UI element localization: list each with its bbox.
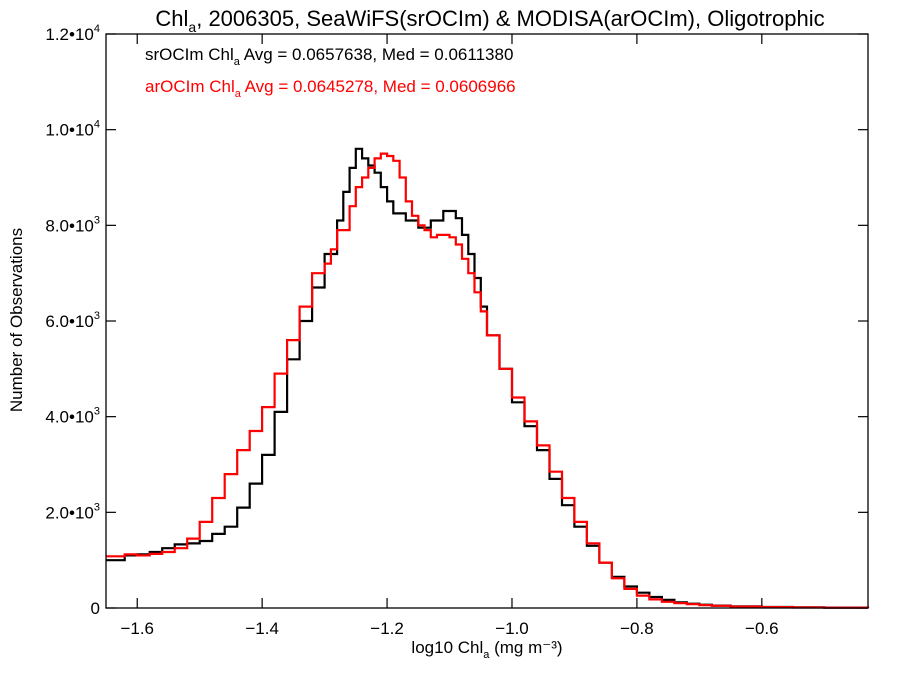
y-tick-label-2: 4.0•103	[45, 406, 100, 427]
series-group	[106, 147, 870, 609]
legend: srOCIm Chla Avg = 0.0657638, Med = 0.061…	[145, 45, 516, 100]
y-tick-label-4: 8.0•103	[45, 214, 100, 235]
chart-title-pre: Chl	[155, 6, 188, 31]
x-tick-label-4: −0.8	[620, 619, 654, 638]
y-tick-label-6: 1.2•104	[45, 23, 100, 44]
legend-red-sub: a	[235, 88, 242, 100]
legend-entry-red: arOCIm Chla Avg = 0.0645278, Med = 0.060…	[145, 77, 516, 100]
y-tick-label-5: 1.0•104	[45, 119, 100, 140]
x-axis-label-post: (mg m⁻³)	[489, 638, 562, 657]
x-tick-label-0: −1.6	[120, 619, 154, 638]
x-tick-label-1: −1.4	[245, 619, 279, 638]
legend-entry-black: srOCIm Chla Avg = 0.0657638, Med = 0.061…	[145, 45, 513, 68]
x-tick-label-2: −1.2	[370, 619, 404, 638]
chart-title-post: , 2006305, SeaWiFS(srOCIm) & MODISA(arOC…	[196, 6, 824, 31]
chart-title: Chla, 2006305, SeaWiFS(srOCIm) & MODISA(…	[155, 6, 824, 35]
x-tick-label-3: −1.0	[495, 619, 529, 638]
legend-red-post: Avg = 0.0645278, Med = 0.0606966	[241, 77, 516, 96]
legend-black-sub: a	[234, 56, 241, 68]
x-axis-label-pre: log10 Chl	[411, 638, 483, 657]
series-line-0	[106, 147, 870, 609]
axis-ticks: −1.6 −1.4 −1.2 −1.0 −0.8 −0.6 0 2.0•103 4.0•103 6…	[45, 23, 868, 638]
x-tick-label-5: −0.6	[745, 619, 779, 638]
x-axis-label: log10 Chla (mg m⁻³)	[411, 638, 562, 661]
y-tick-label-1: 2.0•103	[45, 501, 100, 522]
x-axis-label-sub: a	[483, 649, 490, 661]
y-tick-label-3: 6.0•103	[45, 310, 100, 331]
series-line-1	[106, 152, 870, 609]
legend-black-pre: srOCIm Chl	[145, 45, 234, 64]
plot-frame	[105, 33, 869, 609]
legend-black-post: Avg = 0.0657638, Med = 0.0611380	[240, 45, 514, 64]
y-tick-label-0: 0	[91, 599, 100, 618]
y-axis-label: Number of Observations	[7, 228, 26, 412]
chart-title-sub: a	[188, 19, 196, 35]
legend-red-pre: arOCIm Chl	[145, 77, 235, 96]
